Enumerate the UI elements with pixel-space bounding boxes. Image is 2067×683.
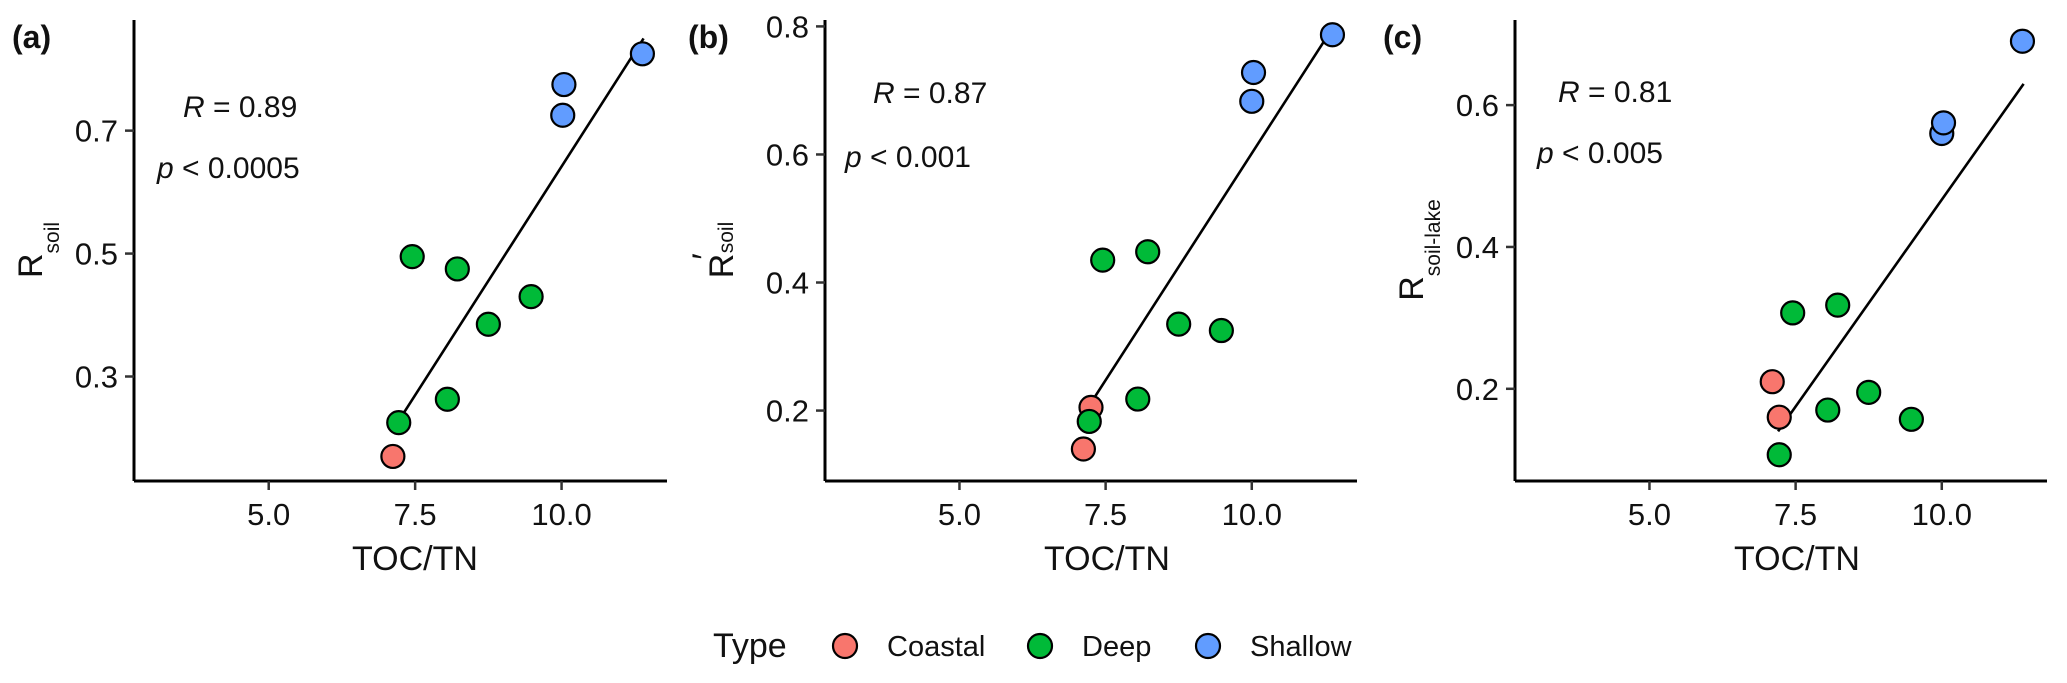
legend-label-deep: Deep [1082,631,1151,663]
regression-line [1086,25,1335,409]
x-ticks: 5.0 7.5 10.0 [938,481,1282,532]
x-tick-label: 10.0 [1912,497,1972,532]
panel-a: (a) 0.3 0.5 0.7 5.0 7.5 10.0 R = 0.89 p < 0.… [12,19,667,578]
panel-c: (c) 0.2 0.4 0.6 5.0 7.5 10.0 R = 0.81 p < 0.… [1383,19,2047,578]
point-deep [518,284,544,310]
y-tick-label: 0.6 [766,137,809,172]
panel-label: (b) [688,19,729,55]
point-deep [1766,442,1792,468]
p-stat: p < 0.001 [844,141,971,174]
point-shallow [1239,88,1265,114]
legend-key-shallow [1194,632,1222,660]
y-tick-label: 0.5 [75,237,118,272]
point-deep [1076,408,1102,435]
y-tick-label: 0.7 [75,114,118,149]
point-shallow [551,71,577,98]
y-tick-label: 0.4 [766,266,809,301]
y-tick-label: 0.8 [766,9,809,44]
point-deep [1815,397,1841,423]
y-tick-label: 0.2 [766,394,809,429]
point-shallow [1930,110,1957,136]
point-coastal [380,443,406,470]
x-tick-label: 7.5 [1774,497,1817,532]
x-tick-label: 5.0 [1628,497,1671,532]
regression-line [396,37,645,424]
point-deep [434,386,460,412]
point-shallow [1319,22,1346,48]
data-points [380,41,656,470]
p-stat: p < 0.0005 [156,152,300,185]
panel-b: (b) 0.2 0.4 0.6 0.8 5.0 7.5 10.0 R = 0.87 p <… [686,9,1357,578]
point-deep [1208,317,1234,344]
point-coastal [1766,404,1792,430]
x-ticks: 5.0 7.5 10.0 [247,481,592,532]
y-tick-label: 0.2 [1456,372,1499,407]
panel-label: (c) [1383,19,1422,55]
data-points [1070,22,1346,462]
y-tick-label: 0.4 [1456,230,1499,265]
legend-entry-shallow: Shallow [1194,631,1353,663]
point-coastal [1759,369,1785,395]
point-coastal [1070,436,1097,462]
y-ticks: 0.2 0.4 0.6 [1456,88,1515,407]
legend-label-coastal: Coastal [887,631,985,663]
x-axis-label: TOC/TN [1734,540,1860,578]
legend-entry-coastal: Coastal [831,631,985,663]
point-deep [1090,247,1116,273]
x-axis-label: TOC/TN [352,540,478,578]
y-ticks: 0.3 0.5 0.7 [75,114,134,395]
y-axis-label: Rsoil [12,222,64,278]
point-shallow [1240,59,1267,86]
x-tick-label: 7.5 [1084,497,1127,532]
x-tick-label: 10.0 [1222,497,1282,532]
p-stat: p < 0.005 [1536,137,1663,170]
legend-label-shallow: Shallow [1250,631,1353,663]
r-stat: R = 0.87 [873,77,987,110]
point-deep [1898,406,1924,432]
point-shallow [629,41,656,67]
point-deep [1780,300,1806,326]
x-tick-label: 10.0 [531,497,591,532]
legend-key-deep [1026,632,1054,660]
point-deep [386,410,412,436]
x-axis-label: TOC/TN [1044,540,1170,578]
point-deep [1125,386,1151,412]
r-stat: R = 0.89 [183,91,297,124]
y-axis-label: R′soil [686,222,741,278]
point-deep [1825,292,1851,318]
point-deep [444,256,470,282]
y-ticks: 0.2 0.4 0.6 0.8 [766,9,825,429]
x-tick-label: 7.5 [394,497,437,532]
r-stat: R = 0.81 [1558,76,1672,109]
legend: Type Coastal Deep Shallow [713,627,1353,665]
legend-key-coastal [831,632,859,660]
point-deep [399,244,425,270]
panel-label: (a) [12,19,51,55]
point-deep [1135,239,1161,265]
legend-title: Type [713,627,787,665]
y-tick-label: 0.6 [1456,88,1499,123]
data-points [1759,28,2036,468]
y-tick-label: 0.3 [75,360,118,395]
point-deep [1166,311,1192,337]
x-tick-label: 5.0 [247,497,290,532]
point-shallow [2009,28,2036,54]
point-deep [475,311,501,337]
y-axis-label: Rsoil-lake [1393,199,1445,301]
point-shallow [550,102,576,128]
x-tick-label: 5.0 [938,497,981,532]
legend-entry-deep: Deep [1026,631,1151,663]
regression-line [1777,83,2025,433]
point-deep [1856,379,1882,405]
x-ticks: 5.0 7.5 10.0 [1628,481,1972,532]
